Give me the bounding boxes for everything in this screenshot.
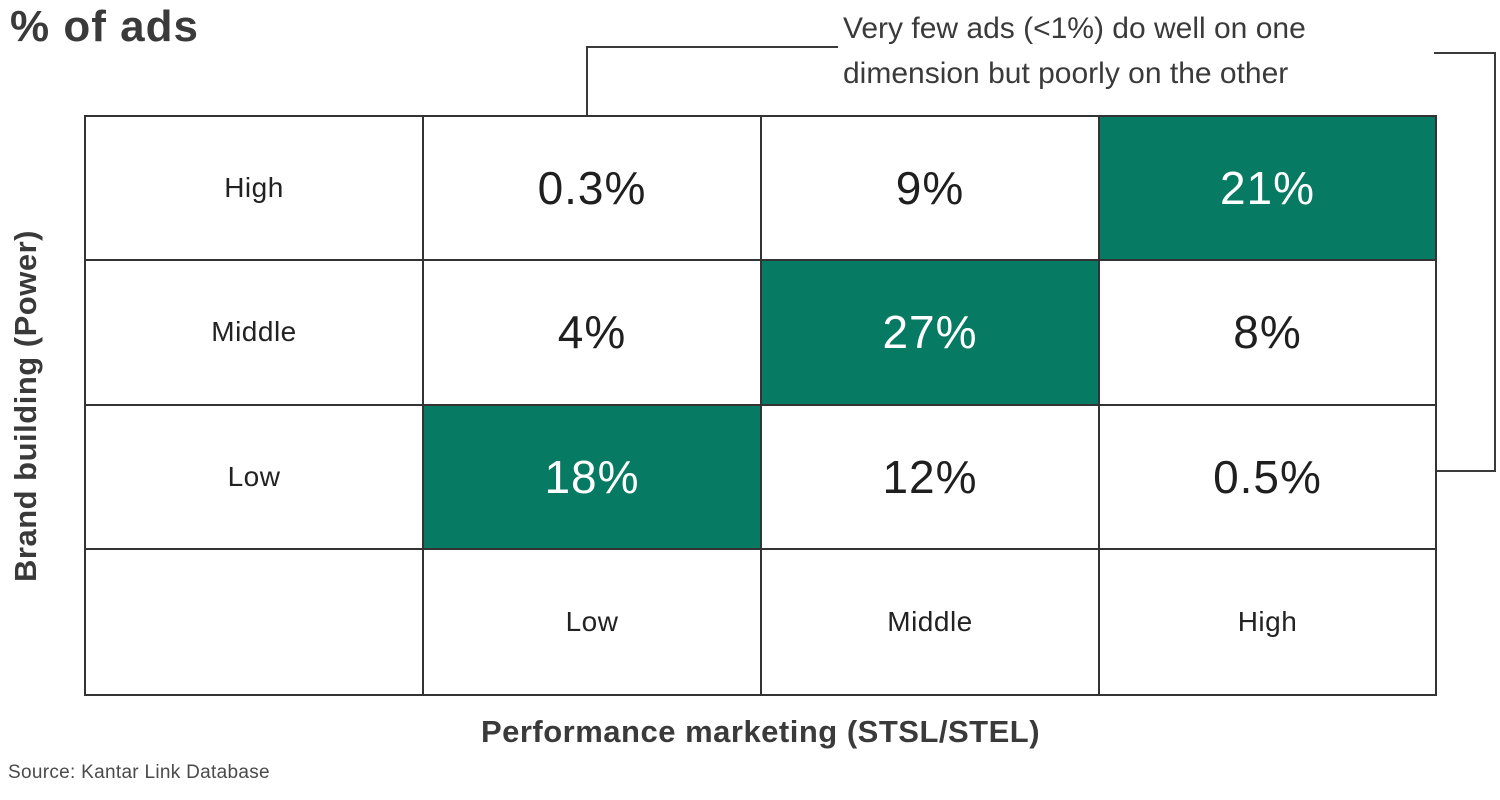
cell-high-low: 0.3% — [424, 117, 762, 262]
cell-middle-low: 4% — [424, 261, 762, 406]
annotation-line-2: dimension but poorly on the other — [843, 57, 1289, 90]
annotation-line-1: Very few ads (<1%) do well on one — [843, 12, 1306, 45]
annotation-callout: Very few ads (<1%) do well on one dimens… — [843, 6, 1443, 96]
y-axis-label: Brand building (Power) — [8, 229, 43, 582]
row-label-low: Low — [86, 405, 424, 550]
cell-low-middle: 12% — [762, 405, 1100, 550]
corner-empty-cell — [86, 549, 424, 694]
row-label-high: High — [86, 117, 424, 262]
cell-low-high: 0.5% — [1100, 406, 1435, 550]
page-title: % of ads — [10, 2, 199, 51]
col-label-middle: Middle — [762, 549, 1100, 694]
cell-low-low: 18% — [424, 405, 762, 550]
cell-middle-high: 8% — [1100, 261, 1435, 406]
percentage-matrix-table: High 0.3% 9% 21% Middle 4% 27% 8% Low 18… — [84, 115, 1437, 696]
x-axis-label: Performance marketing (STSL/STEL) — [480, 714, 1041, 749]
col-label-high: High — [1237, 605, 1298, 637]
col-label-low: Low — [424, 549, 762, 694]
cell-high-middle: 9% — [762, 117, 1100, 262]
source-note: Source: Kantar Link Database — [8, 762, 270, 783]
row-label-middle: Middle — [86, 261, 424, 406]
cell-middle-middle: 27% — [762, 261, 1100, 406]
cell-high-high: 21% — [1100, 117, 1435, 262]
